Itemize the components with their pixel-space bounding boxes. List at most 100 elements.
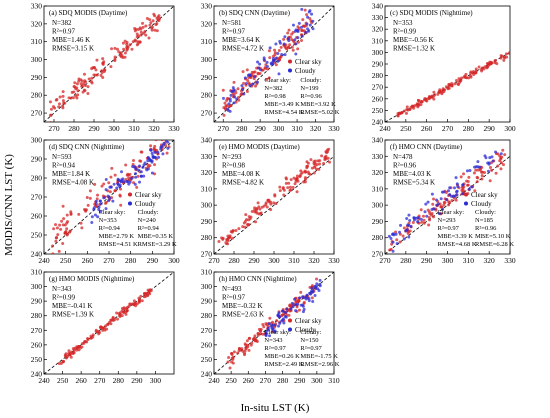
data-point xyxy=(299,25,303,29)
data-point xyxy=(454,198,458,202)
data-point xyxy=(444,85,448,89)
data-point xyxy=(139,174,143,178)
y-tick-label: 340 xyxy=(201,136,213,145)
data-point xyxy=(55,226,59,230)
data-point xyxy=(301,310,305,314)
data-point xyxy=(156,15,160,19)
data-point xyxy=(241,70,245,74)
data-point xyxy=(426,200,430,204)
data-point xyxy=(87,77,91,81)
data-point xyxy=(272,201,276,205)
data-point xyxy=(150,171,154,175)
data-point xyxy=(68,353,72,357)
data-point xyxy=(93,213,97,217)
data-point xyxy=(489,166,493,170)
data-point xyxy=(284,181,288,185)
series-clear xyxy=(48,12,162,122)
y-tick-label: 310 xyxy=(372,184,384,193)
data-point xyxy=(279,45,283,49)
data-point xyxy=(477,65,481,69)
data-point xyxy=(144,24,148,28)
data-point xyxy=(271,56,275,60)
data-point xyxy=(113,46,117,50)
data-point xyxy=(225,99,229,103)
data-point xyxy=(454,78,458,82)
data-point xyxy=(91,335,95,339)
data-point xyxy=(465,76,469,80)
data-point xyxy=(406,108,410,112)
y-tick-label: 250 xyxy=(201,355,213,364)
data-point xyxy=(446,189,450,193)
data-point xyxy=(251,82,255,86)
y-tick-label: 270 xyxy=(372,83,384,92)
data-point xyxy=(139,170,143,174)
data-point xyxy=(152,147,156,151)
data-point xyxy=(280,319,284,323)
data-point xyxy=(305,13,309,17)
data-point xyxy=(412,216,416,220)
data-point xyxy=(307,29,311,33)
x-tick-label: 300 xyxy=(311,376,323,385)
data-point xyxy=(461,183,465,187)
data-point xyxy=(480,69,484,73)
data-point xyxy=(291,23,295,27)
data-point xyxy=(271,323,275,327)
data-point xyxy=(92,66,96,70)
data-point xyxy=(488,179,492,183)
data-point xyxy=(421,214,425,218)
plot-frame xyxy=(43,5,175,123)
data-point xyxy=(248,73,252,77)
panel-stat: RMSE=4.82 K xyxy=(222,179,264,187)
data-point xyxy=(261,322,265,326)
data-point xyxy=(69,212,73,216)
panel-stat: MBE=1.84 K xyxy=(52,170,90,178)
data-point xyxy=(297,21,301,25)
x-tick-label: 240 xyxy=(208,376,220,385)
data-point xyxy=(500,155,504,159)
data-point xyxy=(424,202,428,206)
data-point xyxy=(139,27,143,31)
data-point xyxy=(396,112,400,116)
panel-stat: MBE=-0.56 K xyxy=(393,36,434,44)
y-tick-label: 320 xyxy=(201,168,213,177)
y-tick-label: 330 xyxy=(372,152,384,161)
y-tick-label: 290 xyxy=(201,217,213,226)
data-point xyxy=(221,96,225,100)
data-point xyxy=(133,182,137,186)
legend-marker-clear xyxy=(128,192,132,197)
data-point xyxy=(235,97,239,101)
data-point xyxy=(142,174,146,178)
data-point xyxy=(258,207,262,211)
data-point xyxy=(474,67,478,71)
data-point xyxy=(146,167,150,171)
data-point xyxy=(283,35,287,39)
y-tick-label: 300 xyxy=(201,282,213,291)
panel-stat: R²=0.98 xyxy=(222,162,245,170)
data-point xyxy=(71,96,75,100)
data-point xyxy=(290,38,294,42)
panel-stat: N=493 xyxy=(222,285,242,293)
data-point xyxy=(156,150,160,154)
data-point xyxy=(88,196,92,200)
data-point xyxy=(131,40,135,44)
group-stat: R²=0.96 xyxy=(475,225,497,232)
data-point xyxy=(295,174,299,178)
y-tick-label: 280 xyxy=(31,174,43,183)
data-point xyxy=(294,309,298,313)
data-point xyxy=(476,168,480,172)
data-point xyxy=(136,27,140,31)
data-point xyxy=(285,307,289,311)
data-point xyxy=(395,242,399,246)
group-stat: N=343 xyxy=(264,337,282,344)
data-point xyxy=(66,220,70,224)
data-point xyxy=(312,171,316,175)
y-tick-label: 320 xyxy=(201,19,213,28)
data-point xyxy=(467,175,471,179)
data-point xyxy=(450,198,454,202)
data-point xyxy=(314,285,318,289)
data-point xyxy=(99,210,103,214)
data-point xyxy=(258,212,262,216)
data-point xyxy=(290,45,294,49)
data-point xyxy=(287,181,291,185)
data-point xyxy=(308,23,312,27)
